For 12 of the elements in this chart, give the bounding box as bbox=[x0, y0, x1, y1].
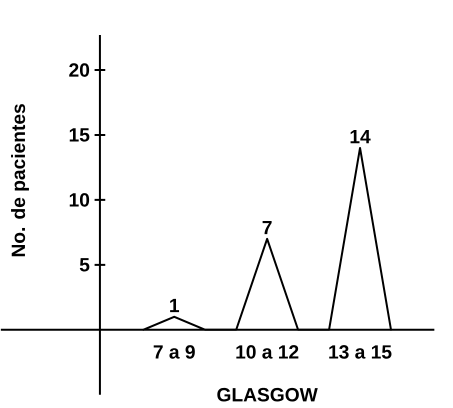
x-tick-label: 13 a 15 bbox=[329, 345, 392, 359]
data-label: 7 bbox=[262, 221, 272, 234]
y-tick-label: 5 bbox=[80, 258, 90, 272]
data-label: 1 bbox=[170, 299, 180, 312]
y-tick-label: 10 bbox=[70, 193, 90, 207]
y-axis-title: No. de pacientes bbox=[11, 104, 29, 256]
y-tick-label: 15 bbox=[70, 128, 90, 142]
data-label: 14 bbox=[350, 130, 371, 144]
x-tick-label: 10 a 12 bbox=[236, 345, 298, 359]
y-tick-label: 20 bbox=[69, 63, 90, 77]
x-axis-title: GLASGOW bbox=[217, 388, 318, 402]
x-tick-label: 7 a 9 bbox=[154, 345, 195, 359]
